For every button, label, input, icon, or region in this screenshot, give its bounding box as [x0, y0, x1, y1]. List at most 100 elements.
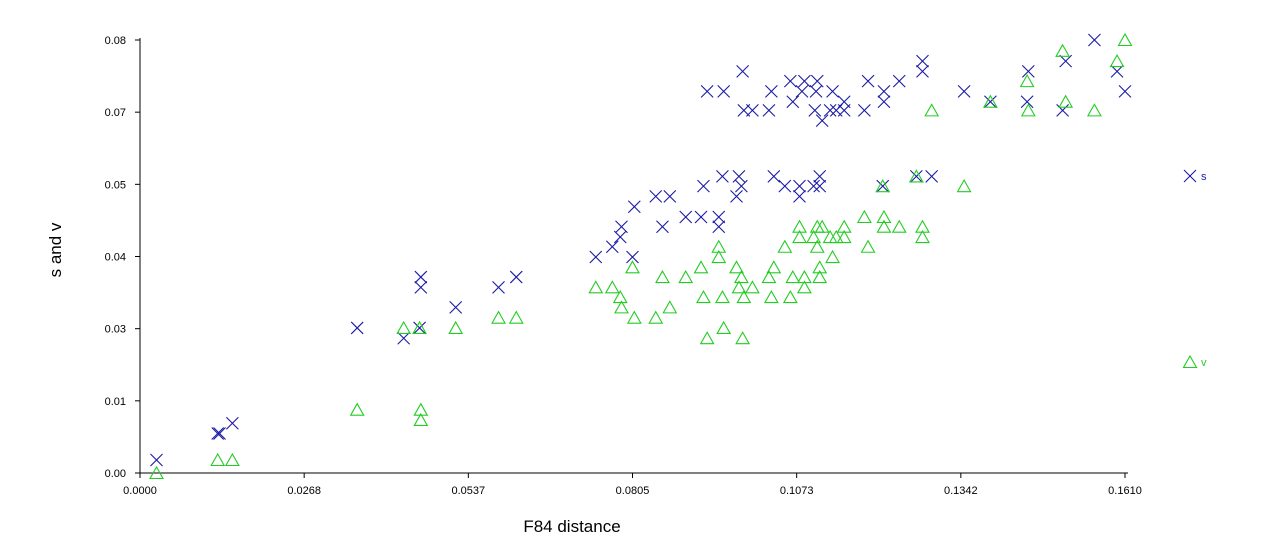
y-tick-label: 0.04	[105, 252, 126, 264]
data-point-v	[785, 269, 801, 284]
data-point-v	[836, 229, 852, 244]
x-marker-stroke	[857, 103, 871, 117]
data-point-s	[449, 300, 463, 314]
y-tick-label: 0.05	[105, 179, 126, 191]
data-point-v	[1019, 74, 1035, 88]
legend-item-v: v	[1182, 354, 1207, 369]
data-point-s	[649, 190, 663, 203]
data-point-v	[625, 260, 640, 274]
data-point-s	[589, 250, 603, 264]
data-point-v	[729, 260, 744, 274]
x-marker-stroke	[735, 179, 748, 193]
y-tick-label: 0.01	[105, 396, 126, 408]
data-point-v	[796, 269, 812, 284]
data-point-s	[746, 103, 759, 117]
data-point-v	[744, 280, 760, 294]
x-tick-label: 0.0537	[452, 485, 486, 497]
data-point-v	[1020, 103, 1036, 117]
x-marker-stroke	[1020, 95, 1034, 109]
data-point-v	[349, 402, 365, 416]
data-point-s	[656, 220, 669, 234]
x-marker-stroke	[730, 190, 743, 203]
x-marker-stroke	[1118, 85, 1132, 98]
data-point-s	[735, 179, 748, 193]
x-tick-label: 0.1610	[1108, 485, 1142, 497]
y-tick-label: 0.00	[105, 468, 126, 480]
x-tick-label: 0.1073	[780, 485, 814, 497]
data-point-v	[1109, 53, 1125, 68]
data-point-s	[857, 103, 871, 117]
data-point-s	[716, 170, 729, 183]
data-point-v	[224, 452, 240, 467]
data-point-v	[210, 452, 226, 467]
data-point-v	[956, 179, 972, 193]
data-point-v	[412, 320, 428, 334]
x-marker-stroke	[213, 427, 226, 440]
data-point-v	[836, 219, 852, 233]
x-tick-label: 0.0805	[616, 485, 650, 497]
data-point-s	[413, 321, 426, 335]
data-point-v	[626, 310, 642, 324]
x-marker-stroke	[589, 250, 603, 264]
data-point-s	[492, 280, 505, 294]
data-point-s	[815, 114, 829, 128]
x-marker-stroke	[783, 74, 797, 88]
x-marker-stroke	[877, 85, 891, 98]
data-point-s	[807, 179, 820, 193]
data-point-v	[413, 402, 429, 416]
data-point-s	[877, 95, 891, 109]
data-point-s	[783, 74, 797, 88]
x-marker-stroke	[823, 103, 837, 117]
data-point-v	[733, 269, 749, 284]
x-marker-stroke	[861, 74, 875, 88]
data-point-v	[716, 320, 732, 334]
data-point-v	[508, 310, 524, 324]
y-tick-label: 0.07	[105, 107, 126, 119]
data-point-s	[861, 74, 875, 88]
data-point-s	[813, 179, 827, 193]
data-point-v	[792, 219, 807, 233]
data-point-s	[1021, 65, 1035, 78]
data-point-v	[792, 229, 807, 244]
data-point-v	[714, 289, 730, 304]
data-point-s	[876, 179, 890, 193]
data-point-s	[837, 95, 851, 109]
x-marker-stroke	[663, 190, 677, 203]
data-point-v	[915, 229, 930, 244]
data-point-v	[448, 320, 464, 334]
data-point-v	[763, 289, 779, 304]
x-marker-stroke	[414, 280, 428, 294]
legend-label: v	[1201, 357, 1207, 369]
y-tick-label: 0.03	[105, 324, 126, 336]
data-point-s	[509, 270, 523, 284]
data-point-s	[795, 85, 809, 98]
data-point-v	[413, 412, 429, 427]
x-marker-stroke	[732, 170, 746, 183]
x-marker-stroke	[984, 95, 997, 109]
chart-legend: sv	[1182, 169, 1207, 369]
data-point-v	[891, 219, 907, 233]
data-point-s	[679, 210, 693, 224]
data-point-s	[957, 85, 971, 98]
x-marker-stroke	[626, 250, 639, 264]
x-marker-stroke	[837, 95, 851, 109]
data-point-s	[762, 103, 776, 117]
x-marker-stroke	[813, 170, 827, 183]
x-marker-stroke	[694, 210, 708, 224]
data-point-v	[149, 465, 164, 480]
data-point-s	[712, 210, 726, 224]
data-point-v	[761, 269, 777, 284]
x-marker-stroke	[957, 85, 971, 98]
legend-marker	[1182, 354, 1198, 369]
data-point-s	[793, 190, 806, 203]
x-axis-title: F84 distance	[523, 517, 620, 536]
x-marker-stroke	[605, 240, 619, 254]
data-point-v	[1055, 43, 1071, 57]
x-marker-stroke	[413, 321, 426, 335]
x-marker-stroke	[225, 416, 239, 430]
data-point-s	[697, 179, 710, 193]
data-point-s	[778, 179, 792, 193]
x-marker-stroke	[656, 220, 669, 234]
data-point-s	[627, 200, 641, 214]
